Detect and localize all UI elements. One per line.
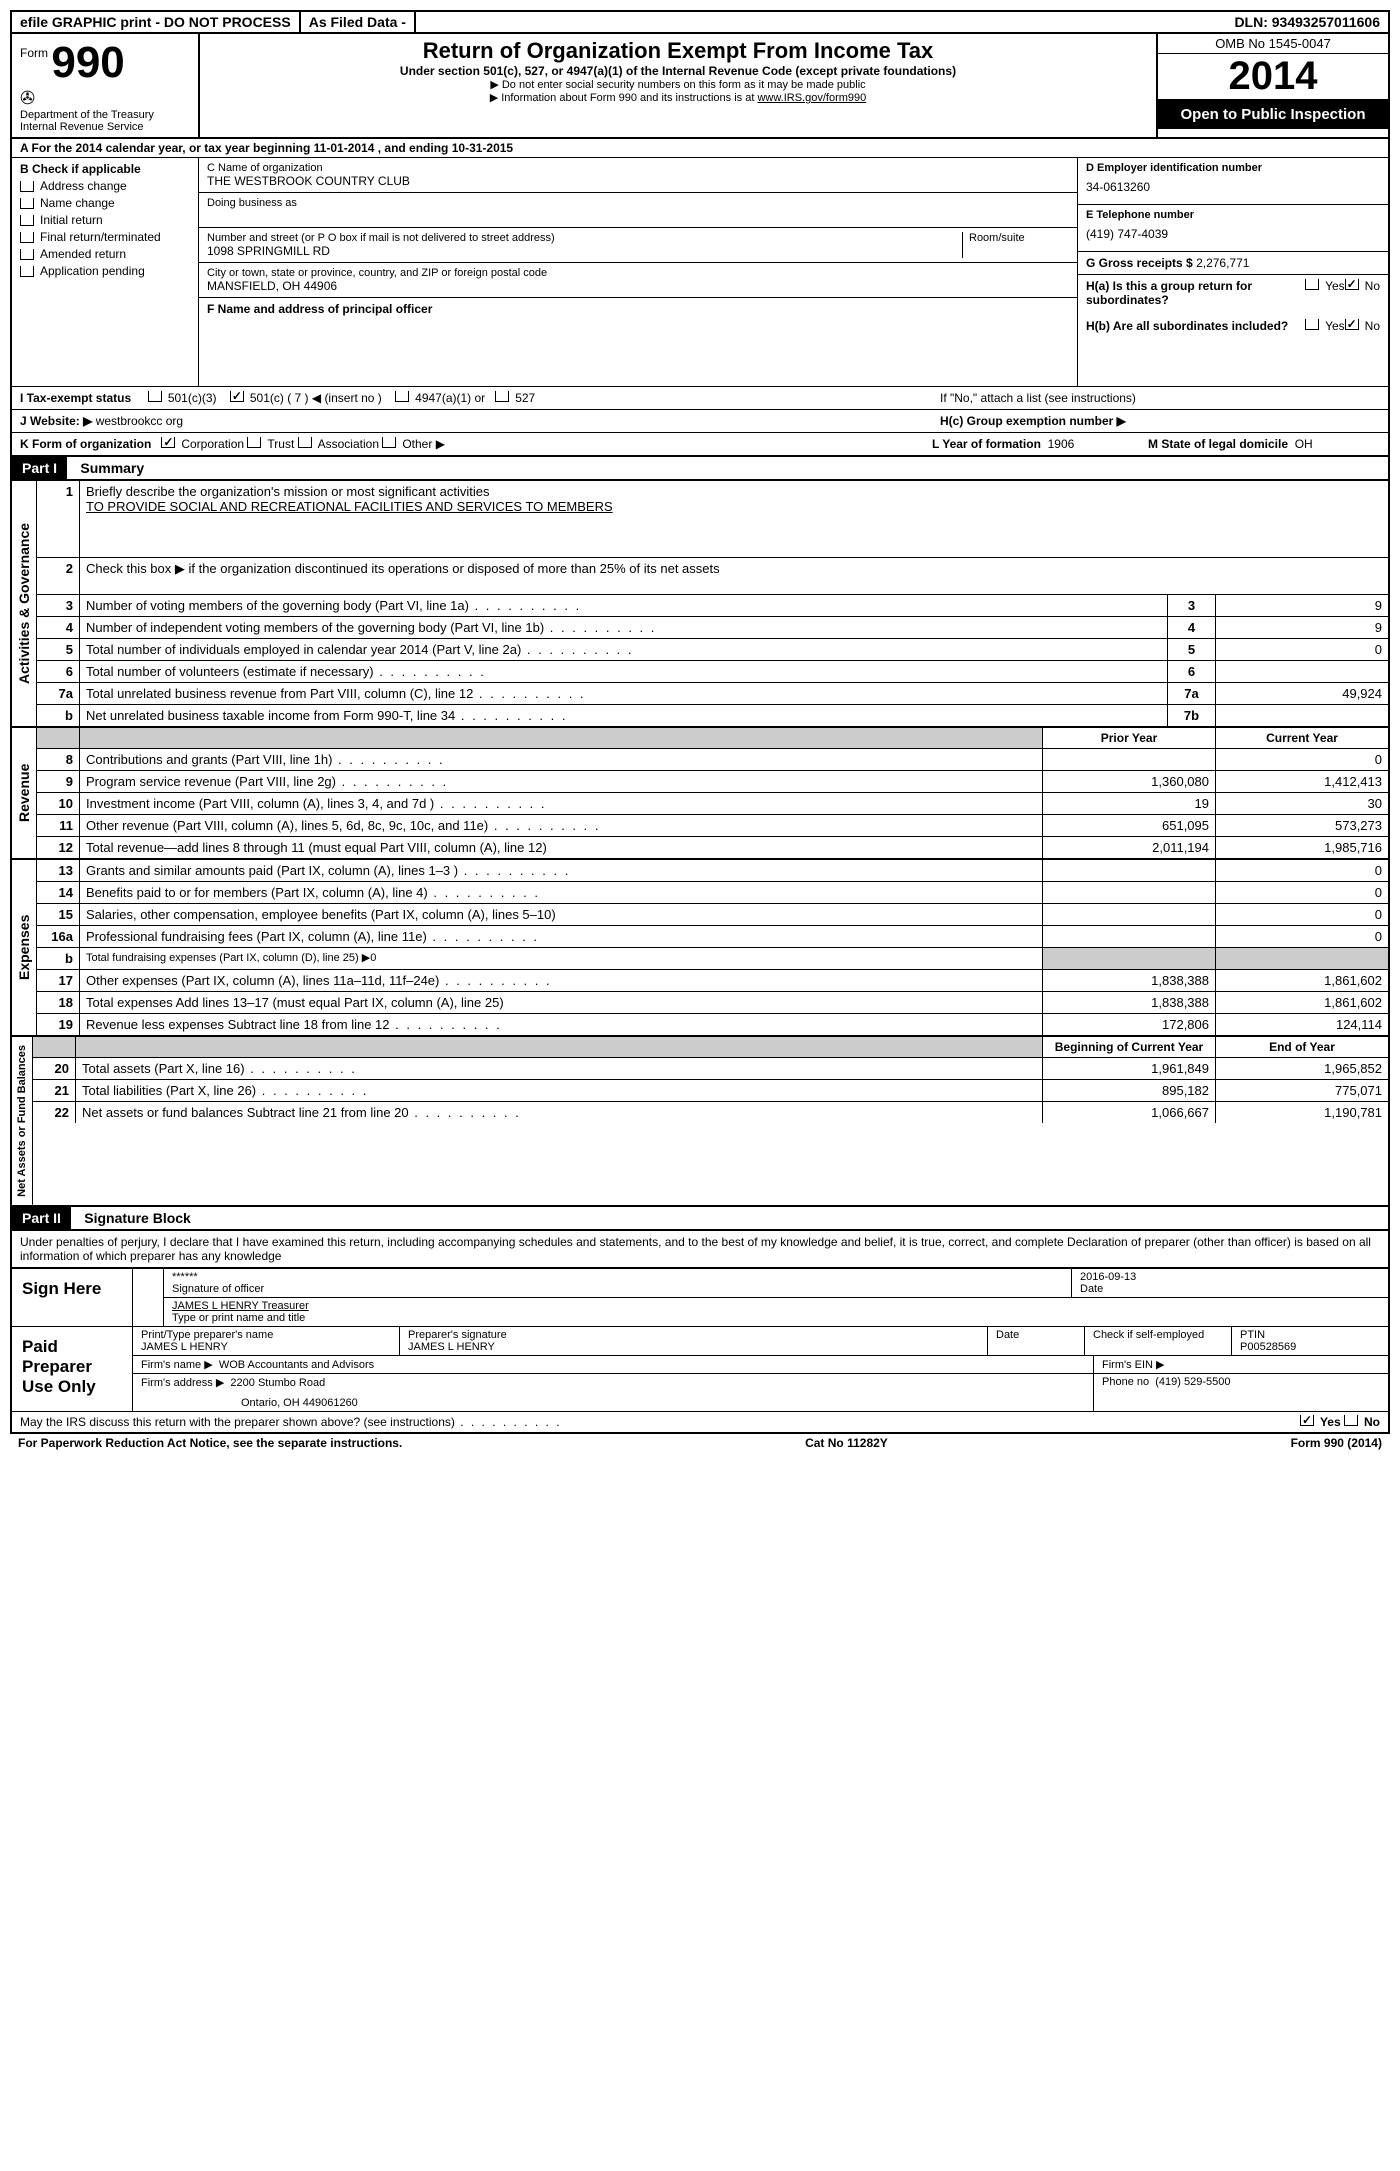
cat-no: Cat No 11282Y	[805, 1436, 888, 1450]
summary-revenue: Prior Year Current Year 8Contributions a…	[37, 728, 1388, 858]
prep-date: Date	[988, 1327, 1085, 1356]
cb-amended[interactable]: Amended return	[20, 247, 190, 261]
cb-501c3[interactable]	[148, 391, 162, 402]
irs-link[interactable]: www.IRS.gov/form990	[757, 92, 866, 104]
sig-date: 2016-09-13 Date	[1072, 1269, 1388, 1298]
ha-no[interactable]: No	[1345, 279, 1380, 307]
dln: DLN: 93493257011606	[1226, 12, 1388, 32]
perjury-statement: Under penalties of perjury, I declare th…	[10, 1231, 1390, 1269]
paid-preparer-label: Paid Preparer Use Only	[12, 1327, 133, 1411]
preparer-name: Print/Type preparer's name JAMES L HENRY	[133, 1327, 400, 1356]
col-d: D Employer identification number 34-0613…	[1078, 158, 1388, 386]
firm-phone: Phone no (419) 529-5500	[1094, 1374, 1388, 1411]
address-row: Number and street (or P O box if mail is…	[199, 228, 1077, 263]
city-row: City or town, state or province, country…	[199, 263, 1077, 298]
form-subtitle: Under section 501(c), 527, or 4947(a)(1)…	[208, 64, 1148, 78]
firm-name: Firm's name ▶ WOB Accountants and Adviso…	[133, 1356, 1094, 1374]
preparer-signature: Preparer's signature JAMES L HENRY	[400, 1327, 988, 1356]
cb-pending[interactable]: Application pending	[20, 264, 190, 278]
cb-501c[interactable]	[230, 391, 244, 402]
form-ref: Form 990 (2014)	[1291, 1436, 1382, 1450]
d-ein: D Employer identification number 34-0613…	[1078, 158, 1388, 205]
part-1-expenses: Expenses 13Grants and similar amounts pa…	[10, 860, 1390, 1037]
note-ssn: ▶ Do not enter social security numbers o…	[208, 78, 1148, 91]
discuss-no[interactable]: No	[1344, 1415, 1380, 1429]
vheader-netassets: Net Assets or Fund Balances	[12, 1037, 33, 1205]
dba: Doing business as	[199, 193, 1077, 228]
vheader-activities: Activities & Governance	[12, 481, 37, 726]
vheader-expenses: Expenses	[12, 860, 37, 1035]
header-mid: Return of Organization Exempt From Incom…	[200, 34, 1158, 137]
pra-notice: For Paperwork Reduction Act Notice, see …	[18, 1436, 402, 1450]
hb-note: If "No," attach a list (see instructions…	[932, 387, 1388, 410]
officer-name: JAMES L HENRY Treasurer Type or print na…	[164, 1298, 1388, 1326]
part-2-header: Part II Signature Block	[10, 1207, 1390, 1231]
form-label: Form	[20, 46, 48, 60]
b-label: B Check if applicable	[20, 162, 190, 176]
top-bar: efile GRAPHIC print - DO NOT PROCESS As …	[10, 10, 1390, 34]
page-footer: For Paperwork Reduction Act Notice, see …	[10, 1434, 1390, 1452]
cb-corp[interactable]	[161, 437, 175, 448]
part-1-netassets: Net Assets or Fund Balances Beginning of…	[10, 1037, 1390, 1207]
col-c: C Name of organization THE WESTBROOK COU…	[199, 158, 1078, 386]
e-phone: E Telephone number (419) 747-4039	[1078, 205, 1388, 252]
f-officer: F Name and address of principal officer	[199, 298, 1077, 386]
summary-ag: 1 Briefly describe the organization's mi…	[37, 481, 1388, 726]
cb-initial-return[interactable]: Initial return	[20, 213, 190, 227]
header-left: Form 990 ✇ Department of the Treasury In…	[12, 34, 200, 137]
hb-yes[interactable]: Yes	[1305, 319, 1345, 333]
cb-final-return[interactable]: Final return/terminated	[20, 230, 190, 244]
tax-year: 2014	[1158, 54, 1388, 100]
row-a: A For the 2014 calendar year, or tax yea…	[12, 139, 1388, 158]
cb-4947[interactable]	[395, 391, 409, 402]
g-receipts: G Gross receipts $ 2,276,771	[1078, 252, 1388, 275]
i-tax-exempt: I Tax-exempt status 501(c)(3) 501(c) ( 7…	[12, 387, 932, 410]
cb-address-change[interactable]: Address change	[20, 179, 190, 193]
sign-here-label: Sign Here	[12, 1269, 133, 1326]
efile-notice: efile GRAPHIC print - DO NOT PROCESS	[12, 12, 301, 32]
firm-address: Firm's address ▶ 2200 Stumbo Road Ontari…	[133, 1374, 1094, 1411]
summary-expenses: 13Grants and similar amounts paid (Part …	[37, 860, 1388, 1035]
vheader-revenue: Revenue	[12, 728, 37, 858]
officer-signature[interactable]: ****** Signature of officer	[164, 1269, 1072, 1298]
cb-trust[interactable]	[247, 437, 261, 448]
col-b: B Check if applicable Address change Nam…	[12, 158, 199, 386]
note-info: ▶ Information about Form 990 and its ins…	[208, 91, 1148, 104]
h-group: H(a) Is this a group return for subordin…	[1078, 275, 1388, 349]
form-number: 990	[51, 38, 124, 88]
discuss-yes[interactable]: Yes	[1300, 1415, 1341, 1429]
header-right: OMB No 1545-0047 2014 Open to Public Ins…	[1158, 34, 1388, 137]
signature-block: Sign Here ****** Signature of officer 20…	[10, 1269, 1390, 1434]
section-a-thru-m: A For the 2014 calendar year, or tax yea…	[10, 139, 1390, 457]
cb-other[interactable]	[382, 437, 396, 448]
omb-number: OMB No 1545-0047	[1158, 34, 1388, 54]
hc-group-exemption: H(c) Group exemption number ▶	[932, 410, 1388, 433]
cb-name-change[interactable]: Name change	[20, 196, 190, 210]
k-form-org: K Form of organization Corporation Trust…	[12, 433, 924, 455]
c-name: C Name of organization THE WESTBROOK COU…	[199, 158, 1077, 193]
summary-netassets: Beginning of Current Year End of Year 20…	[33, 1037, 1388, 1123]
m-state: M State of legal domicile OH	[1140, 433, 1388, 455]
ptin: PTIN P00528569	[1232, 1327, 1388, 1356]
l-year: L Year of formation 1906	[924, 433, 1140, 455]
as-filed: As Filed Data -	[301, 12, 416, 32]
hb-no[interactable]: No	[1345, 319, 1380, 333]
part-1-header: Part I Summary	[10, 457, 1390, 481]
self-employed[interactable]: Check if self-employed	[1085, 1327, 1232, 1356]
part-1-revenue: Revenue Prior Year Current Year 8Contrib…	[10, 728, 1390, 860]
form-title: Return of Organization Exempt From Incom…	[208, 38, 1148, 64]
dept-treasury: Department of the Treasury	[20, 109, 190, 121]
ha-yes[interactable]: Yes	[1305, 279, 1345, 307]
discuss-row: May the IRS discuss this return with the…	[12, 1412, 1388, 1432]
open-to-public: Open to Public Inspection	[1158, 100, 1388, 129]
irs-label: Internal Revenue Service	[20, 121, 190, 133]
cb-527[interactable]	[495, 391, 509, 402]
form-header: Form 990 ✇ Department of the Treasury In…	[10, 34, 1390, 139]
j-website: J Website: ▶ westbrookcc org	[12, 410, 932, 433]
cb-assoc[interactable]	[298, 437, 312, 448]
firm-ein: Firm's EIN ▶	[1094, 1356, 1388, 1374]
part-1-body: Activities & Governance 1 Briefly descri…	[10, 481, 1390, 728]
